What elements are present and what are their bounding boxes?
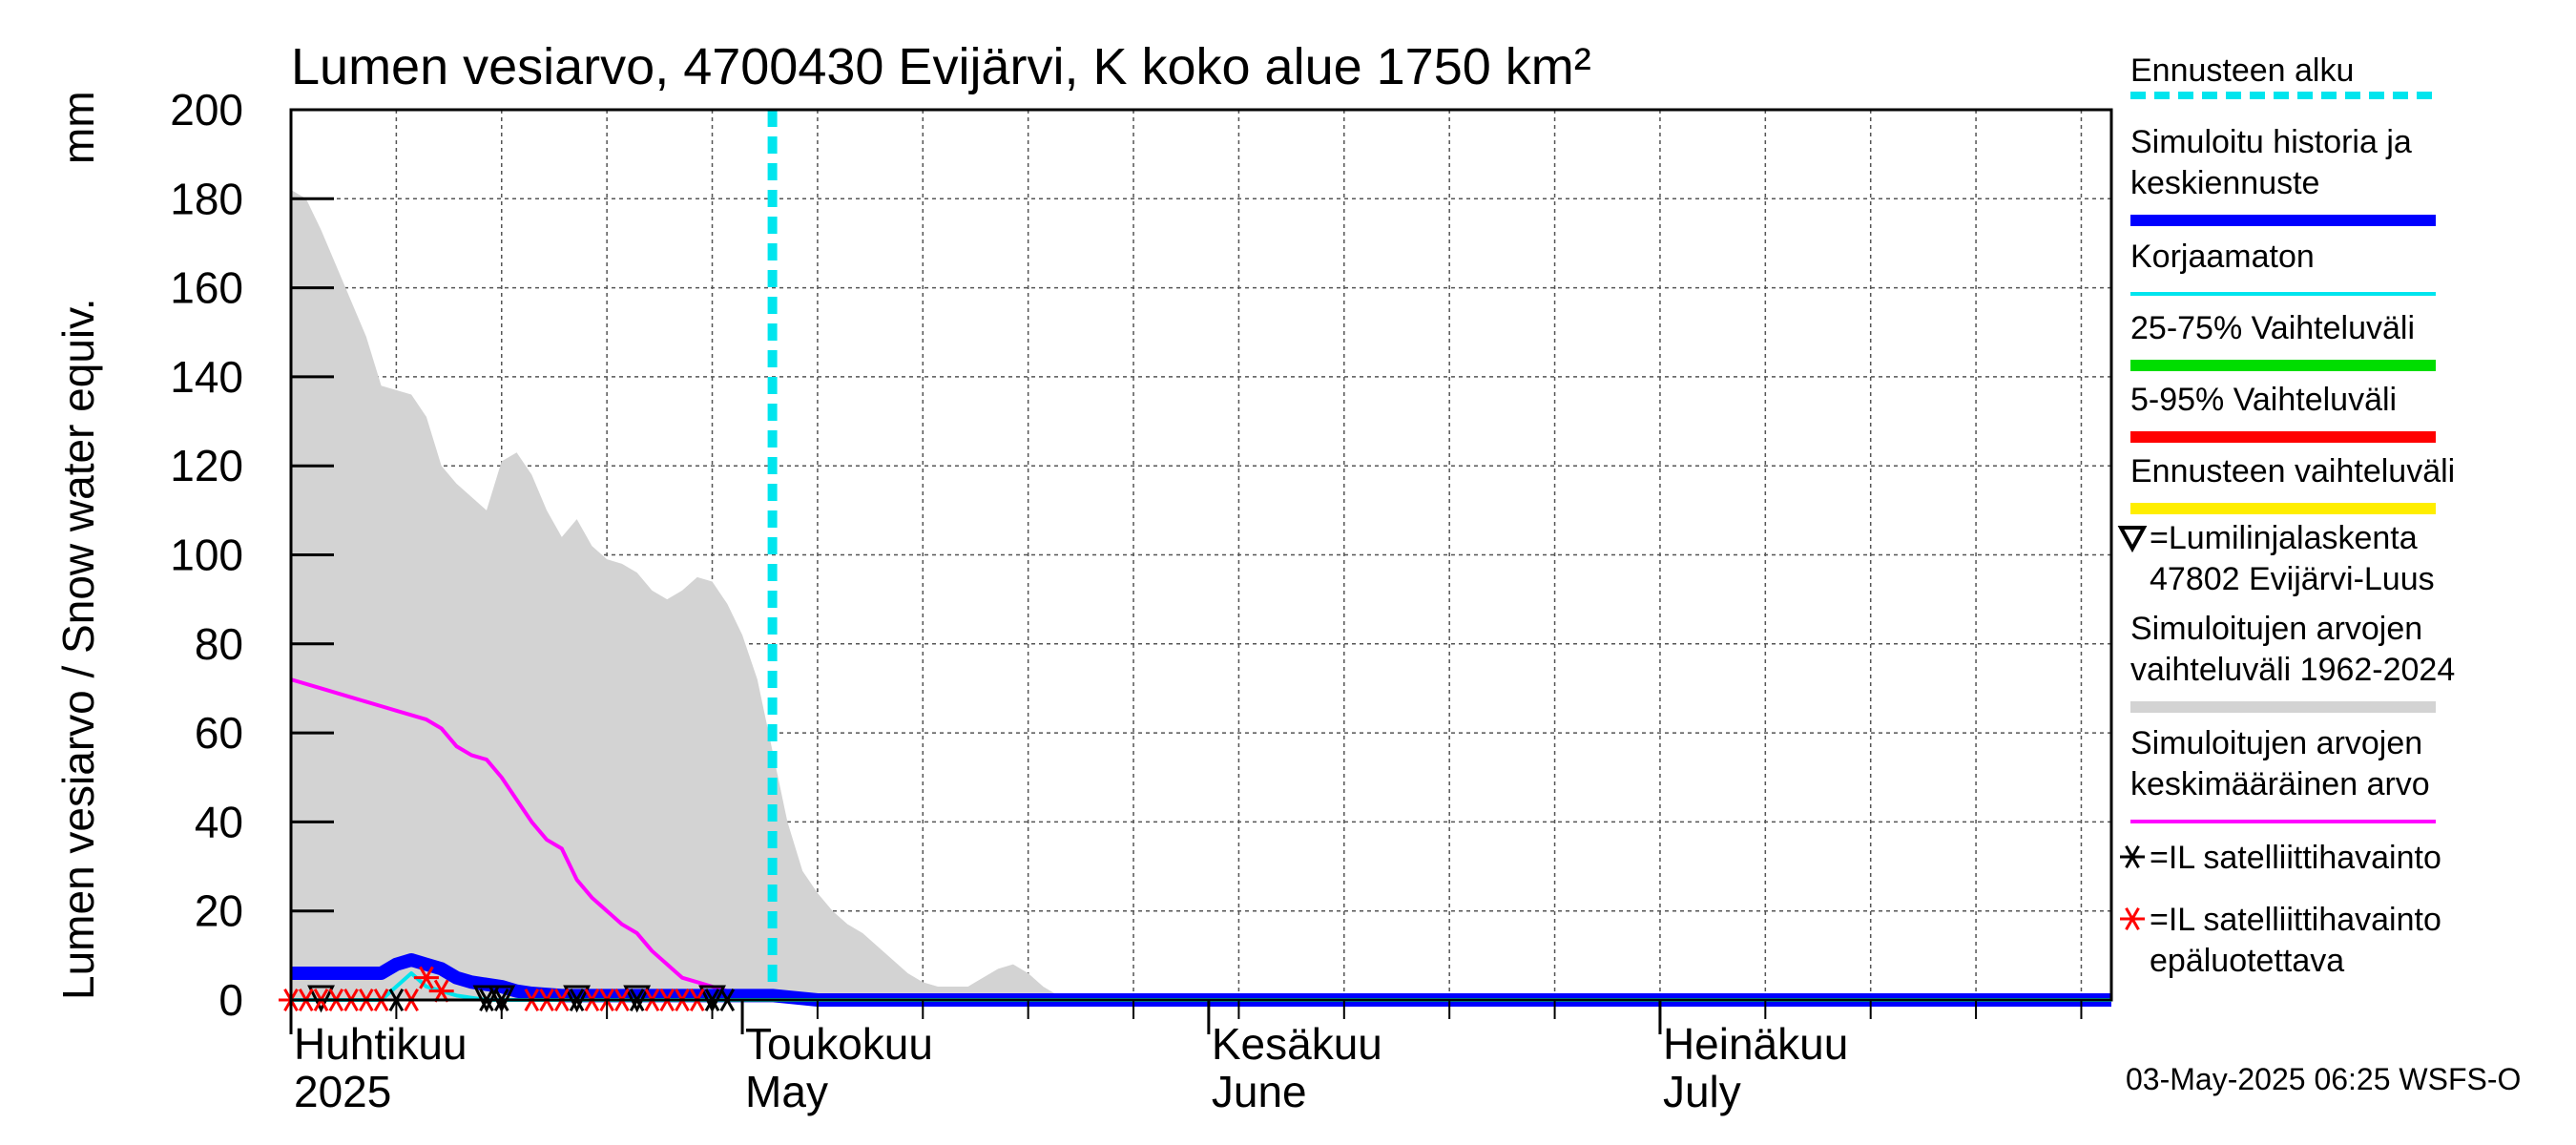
legend-label: =IL satelliittihavainto: [2150, 840, 2441, 876]
snow-course-marker: [563, 985, 592, 1013]
legend-swatch: [2120, 844, 2145, 869]
legend-item: Ennusteen vaihteluväli: [2130, 453, 2455, 514]
legend-label: epäluotettava: [2150, 943, 2344, 979]
snow-course-marker: [488, 985, 516, 1013]
legend-label: Ennusteen alku: [2130, 52, 2354, 89]
legend-item: Simuloitujen arvojen keskimääräinen arvo: [2130, 725, 2436, 823]
legend-label: Simuloitujen arvojen: [2130, 725, 2422, 761]
legend-label: 5-95% Vaihteluväli: [2130, 382, 2397, 418]
y-tick-label: 160: [170, 263, 243, 313]
x-month-sublabel: 2025: [294, 1067, 391, 1116]
legend-item: Simuloitujen arvojen vaihteluväli 1962-20…: [2130, 611, 2455, 713]
y-tick-label: 20: [195, 886, 243, 936]
y-tick-label: 140: [170, 352, 243, 402]
legend-item: Korjaamaton: [2130, 239, 2436, 296]
legend-label: keskimääräinen arvo: [2130, 766, 2430, 802]
snow-course-marker: [623, 985, 652, 1013]
legend-swatch: [2120, 906, 2145, 931]
y-tick-label: 120: [170, 441, 243, 490]
legend-label: 25-75% Vaihteluväli: [2130, 310, 2415, 346]
x-month-label: Huhtikuu: [294, 1019, 467, 1069]
legend-label: =IL satelliittihavainto: [2150, 902, 2441, 938]
legend-label: Simuloitu historia ja: [2130, 124, 2412, 160]
range-band-area: [291, 189, 1134, 1001]
legend-item: 5-95% Vaihteluväli: [2130, 382, 2436, 443]
x-month-label: Heinäkuu: [1663, 1019, 1848, 1069]
legend-item: Ennusteen alku: [2130, 52, 2436, 99]
snow-course-marker: [698, 985, 726, 1013]
legend-label: Korjaamaton: [2130, 239, 2315, 275]
asterisk-stroke: [419, 966, 434, 989]
y-tick-label: 200: [170, 85, 243, 135]
legend-label: Ennusteen vaihteluväli: [2130, 453, 2455, 489]
legend-label: vaihteluväli 1962-2024: [2130, 652, 2455, 688]
legend-label: =Lumilinjalaskenta: [2150, 520, 2418, 556]
chart-title: Lumen vesiarvo, 4700430 Evijärvi, K koko…: [291, 38, 1591, 95]
range-band: [291, 189, 1134, 1001]
unreliable-satellite-marker: [428, 979, 454, 1003]
y-tick-label: 0: [218, 975, 243, 1025]
asterisk-stroke: [433, 979, 449, 1003]
unreliable-satellite-marker: [413, 966, 439, 989]
legend: Ennusteen alku Simuloitu historia ja keski…: [2117, 52, 2455, 979]
snow-course-marker: [472, 985, 501, 1013]
legend-item: 25-75% Vaihteluväli: [2130, 310, 2436, 371]
legend-item: =IL satelliittihavainto: [2120, 840, 2441, 876]
x-month-sublabel: July: [1663, 1067, 1741, 1116]
y-axis: 0 20 40 60 80 100 120 140 160 180 200: [170, 85, 334, 1025]
legend-item: =Lumilinjalaskenta 47802 Evijärvi-Luus: [2117, 520, 2435, 597]
legend-label: Simuloitujen arvojen: [2130, 611, 2422, 647]
legend-swatch: [2117, 526, 2148, 553]
x-month-label: Kesäkuu: [1212, 1019, 1382, 1069]
y-axis-label: Lumen vesiarvo / Snow water equiv.: [53, 298, 103, 1000]
asterisk-stroke: [2125, 844, 2140, 869]
legend-item: Simuloitu historia ja keskiennuste: [2130, 124, 2436, 226]
legend-item: =IL satelliittihavainto epäluotettava: [2120, 902, 2441, 979]
timestamp-footer: 03-May-2025 06:25 WSFS-O: [2126, 1062, 2521, 1096]
y-tick-label: 80: [195, 619, 243, 669]
x-month-sublabel: June: [1212, 1067, 1307, 1116]
y-axis-unit: mm: [53, 91, 103, 164]
legend-label: 47802 Evijärvi-Luus: [2150, 561, 2435, 597]
y-tick-label: 100: [170, 531, 243, 580]
snow-course-marker: [307, 985, 335, 1013]
legend-label: keskiennuste: [2130, 165, 2319, 201]
y-tick-label: 40: [195, 797, 243, 846]
x-month-sublabel: May: [745, 1067, 828, 1116]
y-tick-label: 60: [195, 708, 243, 758]
x-month-label: Toukokuu: [745, 1019, 933, 1069]
y-tick-label: 180: [170, 174, 243, 223]
asterisk-stroke: [2125, 906, 2140, 931]
